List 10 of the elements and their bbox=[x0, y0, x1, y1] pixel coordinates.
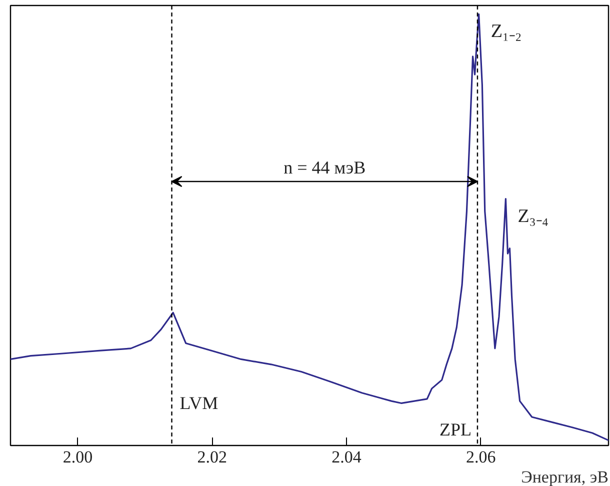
x-tick-label: 2.02 bbox=[197, 448, 227, 466]
x-tick-label: 2.00 bbox=[62, 448, 93, 466]
annotation: Z₁₋₂ bbox=[490, 21, 522, 42]
x-tick-label: 2.04 bbox=[332, 448, 362, 466]
ref-line-label: LVM bbox=[180, 393, 218, 414]
annotation: n = 44 мэВ bbox=[284, 158, 366, 178]
ref-line-label: ZPL bbox=[439, 420, 472, 440]
x-tick-label: 2.06 bbox=[466, 448, 496, 466]
annotation: Z₃₋₄ bbox=[518, 206, 549, 227]
x-axis-title: Энергия, эВ bbox=[521, 468, 608, 486]
